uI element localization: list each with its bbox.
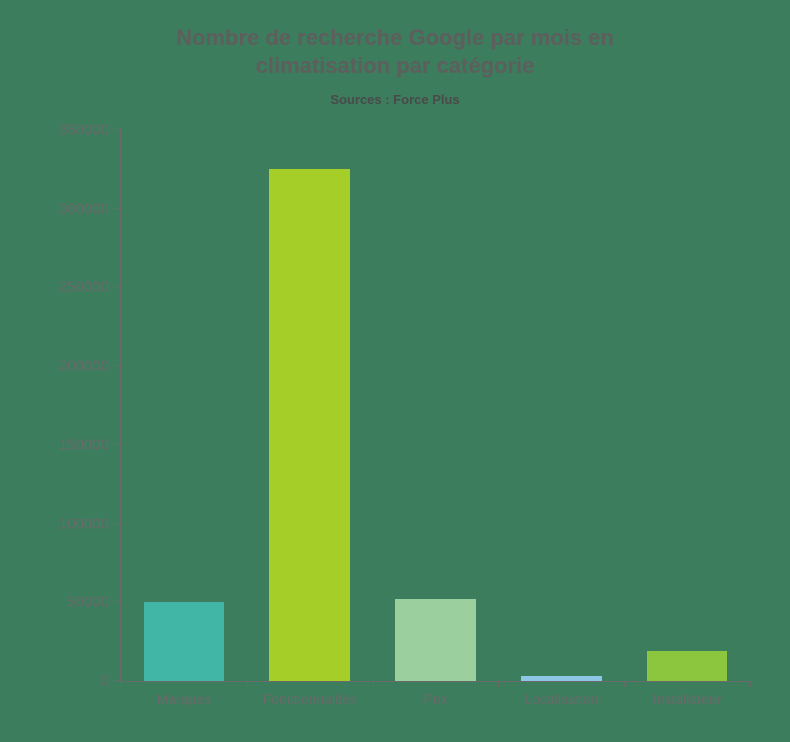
bar-slot: Prix	[373, 130, 499, 681]
xlabel: Prix	[423, 691, 447, 707]
bar-fonctionnalites	[269, 169, 350, 681]
xtick-mark	[498, 681, 499, 687]
xtick-mark	[624, 681, 625, 687]
bar-slot: Localisation	[498, 130, 624, 681]
ytick-label: 350000	[59, 122, 121, 139]
bar-localisation	[521, 676, 602, 681]
bar-installateur	[647, 651, 728, 681]
xlabel: Marques	[157, 691, 211, 707]
bar-slot: Installateur	[624, 130, 750, 681]
chart-container: Nombre de recherche Google par mois en c…	[0, 0, 790, 742]
bar-slot: Fonctionnalités	[247, 130, 373, 681]
ytick-label: 0	[101, 673, 121, 690]
chart-title: Nombre de recherche Google par mois en c…	[0, 24, 790, 79]
xtick-mark	[373, 681, 374, 687]
bar-marques	[144, 602, 225, 681]
ytick-label: 100000	[59, 515, 121, 532]
bars-row: Marques Fonctionnalités Prix Localisatio…	[121, 130, 750, 681]
xlabel: Installateur	[653, 691, 721, 707]
ytick-label: 300000	[59, 200, 121, 217]
xtick-mark	[750, 681, 751, 687]
ytick-label: 250000	[59, 279, 121, 296]
bar-prix	[395, 599, 476, 681]
ytick-label: 150000	[59, 436, 121, 453]
ytick-label: 200000	[59, 358, 121, 375]
chart-subtitle: Sources : Force Plus	[0, 92, 790, 107]
plot-area: 0 50000 100000 150000 200000 250000 3000…	[120, 130, 750, 682]
xlabel: Localisation	[524, 691, 598, 707]
ytick-label: 50000	[67, 594, 121, 611]
xtick-mark	[121, 681, 122, 687]
xtick-mark	[247, 681, 248, 687]
xlabel: Fonctionnalités	[263, 691, 357, 707]
bar-slot: Marques	[121, 130, 247, 681]
